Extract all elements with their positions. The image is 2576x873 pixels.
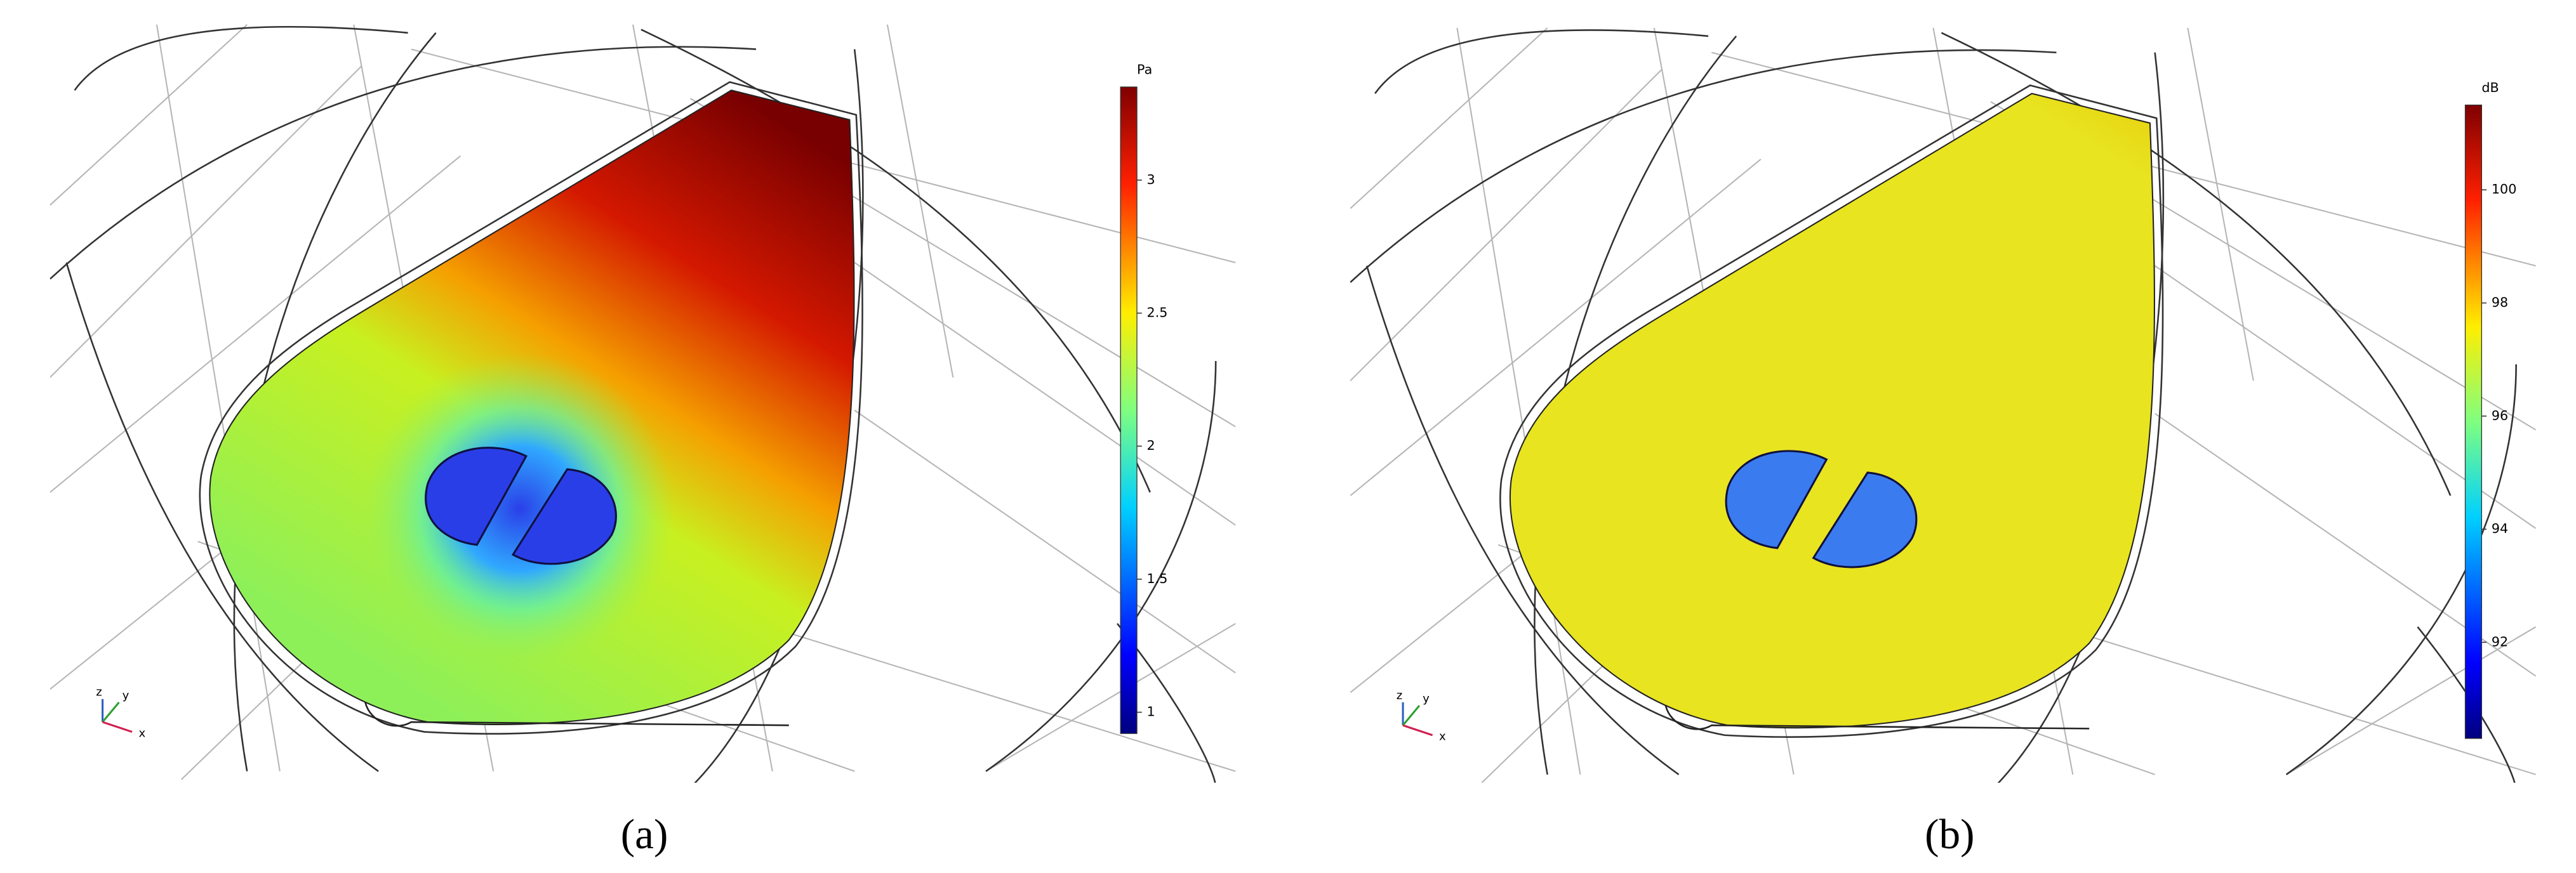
colorbar bbox=[1120, 86, 1138, 734]
bottom-lip bbox=[1664, 705, 2090, 730]
grid-line bbox=[1350, 68, 1663, 381]
boundary-arc bbox=[1116, 623, 1216, 783]
electrode bbox=[1725, 450, 1828, 549]
colorbar-tick-label: 2.5 bbox=[1147, 305, 1168, 320]
electrode bbox=[425, 447, 528, 546]
grid-line bbox=[854, 409, 1236, 674]
grid-line bbox=[985, 622, 1236, 772]
triad-label: z bbox=[96, 686, 102, 699]
scene bbox=[50, 24, 1236, 783]
grid-line bbox=[50, 155, 461, 493]
electrode bbox=[511, 468, 617, 565]
colorbar-tick-label: 1.5 bbox=[1147, 571, 1168, 586]
boundary-arc bbox=[1374, 29, 1709, 95]
panel: z y x dB 92 94 96 98 100 (b) bbox=[1350, 27, 2536, 858]
grid-line bbox=[2286, 626, 2536, 775]
colorbar-tick-label: 96 bbox=[2492, 408, 2508, 423]
grid-line bbox=[50, 24, 248, 206]
boundary-arc bbox=[2417, 626, 2516, 783]
triad-label: x bbox=[138, 726, 145, 740]
scene-geometry bbox=[1350, 27, 2536, 783]
grid-line bbox=[50, 65, 362, 378]
colorbar-tick-label: 98 bbox=[2492, 295, 2508, 310]
boundary-arc bbox=[74, 25, 408, 91]
triad-label: y bbox=[1423, 692, 1430, 706]
colorbar-unit: dB bbox=[2481, 80, 2499, 95]
boundary-arc bbox=[1534, 36, 1737, 775]
bottom-lip bbox=[364, 702, 789, 727]
boundary-arc bbox=[1941, 32, 2452, 496]
triad-y bbox=[102, 702, 120, 723]
scene-geometry bbox=[50, 24, 1236, 783]
colorbar-tick-label: 94 bbox=[2492, 521, 2508, 536]
boundary-arc bbox=[233, 32, 437, 771]
boundary-arc bbox=[65, 262, 379, 772]
grid-line bbox=[2187, 27, 2254, 381]
grid-line bbox=[156, 24, 281, 771]
boundary-arc bbox=[50, 46, 757, 280]
grid-line bbox=[1350, 27, 1548, 209]
grid-line bbox=[886, 24, 954, 378]
colorbar-tick-label: 3 bbox=[1147, 172, 1155, 187]
boundary-arc bbox=[985, 361, 1217, 772]
scene bbox=[1350, 27, 2536, 783]
colorbar bbox=[2464, 104, 2483, 739]
colorbar-tick-label: 100 bbox=[2492, 181, 2517, 197]
domain-outline bbox=[1499, 84, 2164, 738]
triad-label: z bbox=[1397, 689, 1403, 702]
triad-x bbox=[102, 721, 133, 733]
domain-halo bbox=[1510, 93, 2154, 728]
electrode bbox=[1812, 471, 1918, 568]
triad-label: y bbox=[123, 689, 129, 702]
boundary-arc bbox=[2285, 364, 2517, 775]
triad-label: x bbox=[1439, 730, 1446, 743]
colorbar-tick-label: 1 bbox=[1147, 704, 1155, 719]
boundary-arc bbox=[641, 29, 1151, 493]
panel-label: (b) bbox=[1925, 810, 1974, 858]
triad-x bbox=[1402, 724, 1433, 737]
panel: z y x Pa 1 1.5 2 2.5 3 (a) bbox=[50, 24, 1236, 858]
boundary-arc bbox=[1365, 265, 1680, 775]
grid-line bbox=[854, 261, 1236, 526]
colorbar-unit: Pa bbox=[1137, 62, 1152, 77]
colorbar-tick-label: 92 bbox=[2492, 634, 2508, 649]
domain-outline bbox=[199, 81, 863, 735]
grid-line bbox=[1350, 159, 1762, 496]
grid-line bbox=[1456, 27, 1581, 775]
triad-y bbox=[1402, 705, 1421, 726]
boundary-arc bbox=[1350, 49, 2057, 283]
domain-halo bbox=[209, 90, 854, 725]
colorbar-tick-label: 2 bbox=[1147, 438, 1155, 453]
panel-label: (a) bbox=[621, 810, 668, 858]
